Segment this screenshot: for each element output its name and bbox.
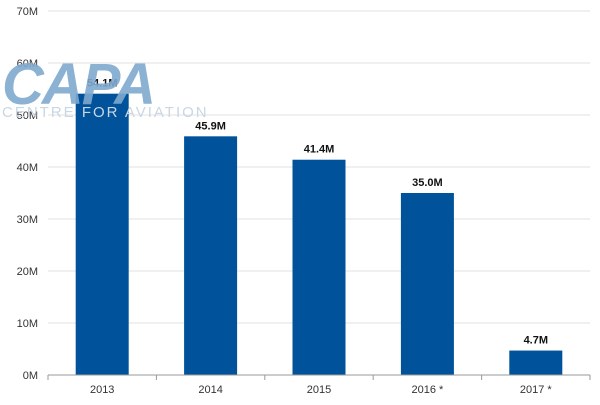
x-tick-label: 2015 xyxy=(307,384,331,396)
bars xyxy=(75,93,563,376)
x-tick-label: 2016 * xyxy=(411,384,444,396)
bar xyxy=(509,350,563,375)
data-label: 45.9M xyxy=(195,120,226,132)
x-tick-label: 2013 xyxy=(90,384,114,396)
y-tick-label: 50M xyxy=(17,110,38,122)
data-label: 54.1M xyxy=(87,78,118,90)
bar xyxy=(75,93,129,376)
bar xyxy=(292,159,346,375)
y-tick-label: 10M xyxy=(17,318,38,330)
y-tick-label: 40M xyxy=(17,162,38,174)
x-tick-label: 2014 xyxy=(198,384,222,396)
data-label: 35.0M xyxy=(412,177,443,189)
y-tick-label: 30M xyxy=(17,214,38,226)
data-label: 41.4M xyxy=(304,144,335,156)
bar xyxy=(400,193,454,375)
y-tick-label: 0M xyxy=(23,370,38,382)
y-tick-label: 60M xyxy=(17,58,38,70)
data-labels: 54.1M 45.9M 41.4M 35.0M 4.7M xyxy=(87,78,548,347)
axes: 0M 10M 20M 30M 40M 50M 60M 70M 2013 2014 2015 2016 … xyxy=(17,6,591,396)
x-tick-label: 2017 * xyxy=(520,384,553,396)
data-label: 4.7M xyxy=(524,335,548,347)
y-tick-label: 70M xyxy=(17,6,38,18)
y-tick-label: 20M xyxy=(17,266,38,278)
bar xyxy=(184,136,238,375)
